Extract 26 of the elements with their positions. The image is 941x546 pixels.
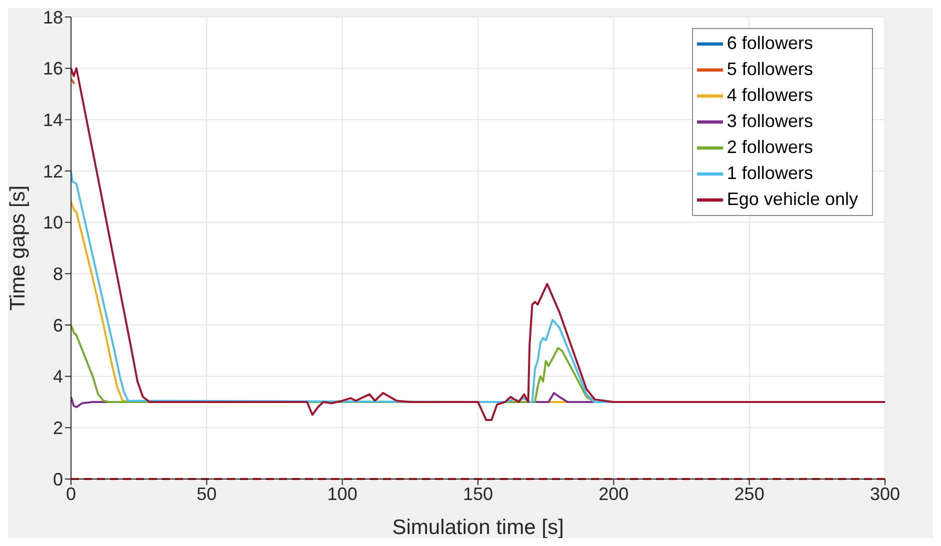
x-tick-label: 300 — [870, 484, 900, 504]
legend-label: 5 followers — [726, 58, 813, 79]
legend-label: 4 followers — [726, 84, 813, 105]
x-tick-label: 200 — [598, 484, 629, 504]
y-tick-label: 18 — [42, 7, 63, 28]
x-tick-label: 250 — [734, 484, 764, 504]
y-tick-label: 2 — [52, 418, 63, 438]
legend-label: 3 followers — [726, 110, 813, 131]
x-tick-label: 0 — [66, 484, 76, 504]
y-tick-label: 10 — [42, 212, 63, 233]
y-axis-title: Time gaps [s] — [6, 185, 30, 311]
y-tick-label: 6 — [52, 315, 63, 336]
y-tick-label: 8 — [52, 264, 63, 284]
y-tick-label: 14 — [42, 110, 63, 130]
y-tick-label: 16 — [42, 58, 63, 79]
legend-label: 6 followers — [726, 32, 813, 53]
y-tick-label: 4 — [52, 366, 63, 387]
x-axis-title: Simulation time [s] — [392, 516, 564, 539]
x-tick-label: 50 — [196, 484, 217, 504]
legend-label: 1 followers — [726, 162, 813, 183]
legend-label: Ego vehicle only — [726, 188, 858, 209]
x-tick-label: 150 — [462, 484, 494, 504]
legend-label: 2 followers — [726, 136, 813, 157]
y-tick-label: 0 — [52, 469, 63, 490]
x-tick-label: 100 — [327, 484, 358, 504]
y-tick-label: 12 — [42, 161, 63, 182]
